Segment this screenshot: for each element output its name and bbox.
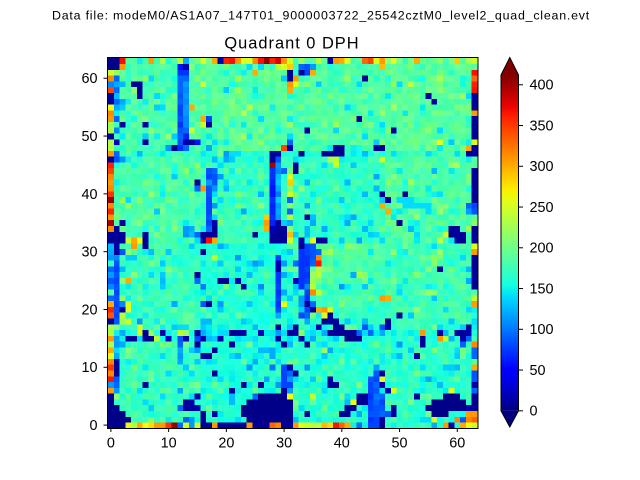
svg-text:150: 150 <box>530 281 554 297</box>
svg-text:0: 0 <box>89 418 97 434</box>
svg-text:30: 30 <box>81 245 97 261</box>
svg-text:40: 40 <box>81 187 97 203</box>
svg-text:50: 50 <box>392 436 408 452</box>
svg-text:Data file: modeM0/AS1A07_147T0: Data file: modeM0/AS1A07_147T01_90000037… <box>52 8 590 22</box>
svg-text:50: 50 <box>81 129 97 145</box>
svg-text:40: 40 <box>334 436 350 452</box>
svg-text:Quadrant 0 DPH: Quadrant 0 DPH <box>224 35 359 53</box>
svg-text:10: 10 <box>81 360 97 376</box>
svg-text:350: 350 <box>530 118 554 134</box>
svg-text:0: 0 <box>107 436 115 452</box>
svg-text:400: 400 <box>530 78 554 94</box>
svg-text:60: 60 <box>81 71 97 87</box>
svg-text:60: 60 <box>449 436 465 452</box>
svg-text:250: 250 <box>530 200 554 216</box>
svg-text:10: 10 <box>161 436 177 452</box>
svg-text:0: 0 <box>530 404 538 420</box>
svg-text:20: 20 <box>81 302 97 318</box>
svg-text:50: 50 <box>530 363 546 379</box>
svg-text:300: 300 <box>530 159 554 175</box>
svg-text:100: 100 <box>530 322 554 338</box>
svg-text:30: 30 <box>276 436 292 452</box>
svg-text:200: 200 <box>530 241 554 257</box>
svg-text:20: 20 <box>218 436 234 452</box>
